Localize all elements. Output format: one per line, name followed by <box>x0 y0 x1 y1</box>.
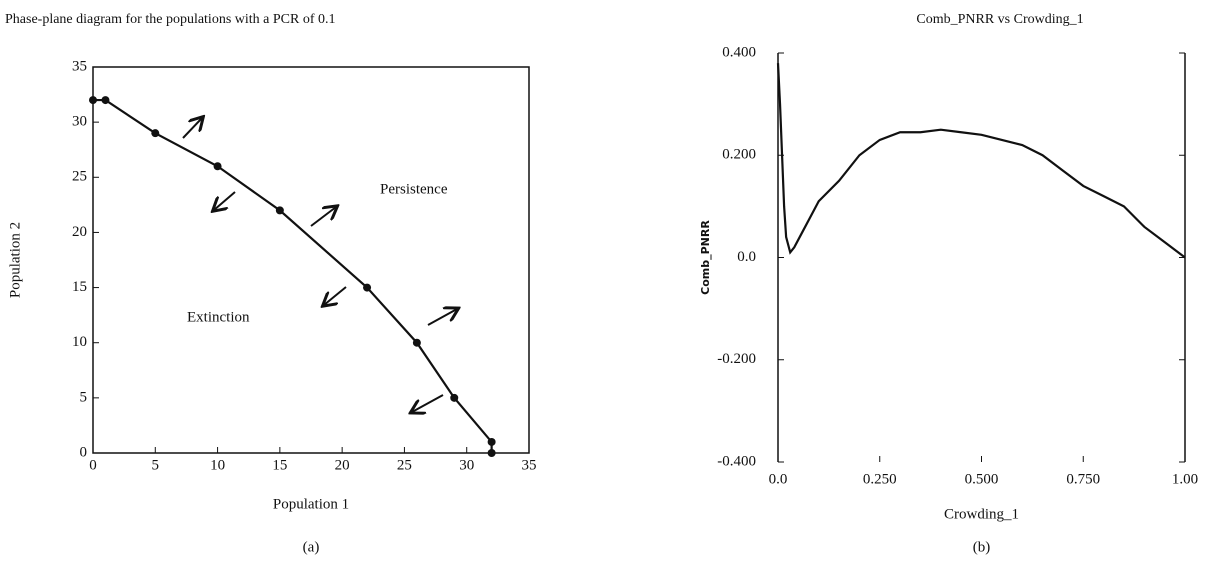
data-point <box>487 437 496 446</box>
y-tick-label: 30 <box>72 114 87 130</box>
arrow <box>427 309 457 326</box>
x-tick-label: 30 <box>459 457 474 473</box>
arrow <box>310 207 336 227</box>
flow-arrows <box>182 118 457 412</box>
data-line <box>93 98 493 453</box>
data-point <box>412 338 421 347</box>
x-tick-label: 20 <box>335 457 350 473</box>
y-tick-label: 0.0 <box>737 249 756 265</box>
annotation: Extinction <box>187 309 250 325</box>
y-tick-label: 25 <box>72 169 87 185</box>
data-point <box>450 393 459 402</box>
x-tick-label: 5 <box>152 457 160 473</box>
x-tick-label: 0.250 <box>863 471 897 487</box>
x-tick-label: 0.0 <box>769 471 788 487</box>
y-axis-label: Population 2 <box>7 222 23 298</box>
caption: (a) <box>303 539 320 555</box>
data-point <box>363 283 372 292</box>
arrow <box>412 394 444 412</box>
chart-title: Phase-plane diagram for the populations … <box>5 12 336 27</box>
x-tick-label: 15 <box>272 457 287 473</box>
y-tick-label: 0.200 <box>722 147 756 163</box>
x-tick-label: 0.750 <box>1066 471 1100 487</box>
y-axis-label: Comb_PNRR <box>699 220 712 295</box>
chart: Phase-plane diagram for the populations … <box>5 12 537 555</box>
y-tick-label: 10 <box>72 334 87 350</box>
chart: Comb_PNRR vs Crowding_1 Crowding_1 (b) Comb… <box>699 12 1198 555</box>
arrow <box>214 191 236 210</box>
y-tick-label: 35 <box>72 58 87 74</box>
x-tick-label: 10 <box>210 457 225 473</box>
x-axis-label: Crowding_1 <box>944 506 1019 522</box>
x-tick-label: 1.00 <box>1172 471 1198 487</box>
y-tick-label: 20 <box>72 224 87 240</box>
arrow <box>182 118 202 139</box>
x-axis-label: Population 1 <box>273 496 349 512</box>
x-tick-label: 35 <box>522 457 537 473</box>
data-point <box>275 206 284 215</box>
x-tick-label: 0.500 <box>965 471 999 487</box>
y-tick-label: 0 <box>80 444 88 460</box>
y-tick-label: -0.200 <box>717 351 756 367</box>
plot-frame <box>92 66 530 454</box>
caption: (b) <box>973 539 991 555</box>
data-point <box>151 129 160 138</box>
y-tick-label: 15 <box>72 279 87 295</box>
data-point <box>487 449 496 457</box>
data-point <box>89 96 97 105</box>
data-point <box>101 96 110 105</box>
chart-title: Comb_PNRR vs Crowding_1 <box>916 12 1083 27</box>
data-line <box>776 63 1186 259</box>
x-tick-label: 0 <box>89 457 97 473</box>
y-tick-label: 0.400 <box>722 44 756 60</box>
data-point <box>213 162 222 171</box>
x-tick-label: 25 <box>397 457 412 473</box>
y-tick-label: 5 <box>80 389 88 405</box>
arrow <box>324 286 347 305</box>
annotation: Persistence <box>380 181 448 197</box>
y-tick-label: -0.400 <box>717 453 756 469</box>
